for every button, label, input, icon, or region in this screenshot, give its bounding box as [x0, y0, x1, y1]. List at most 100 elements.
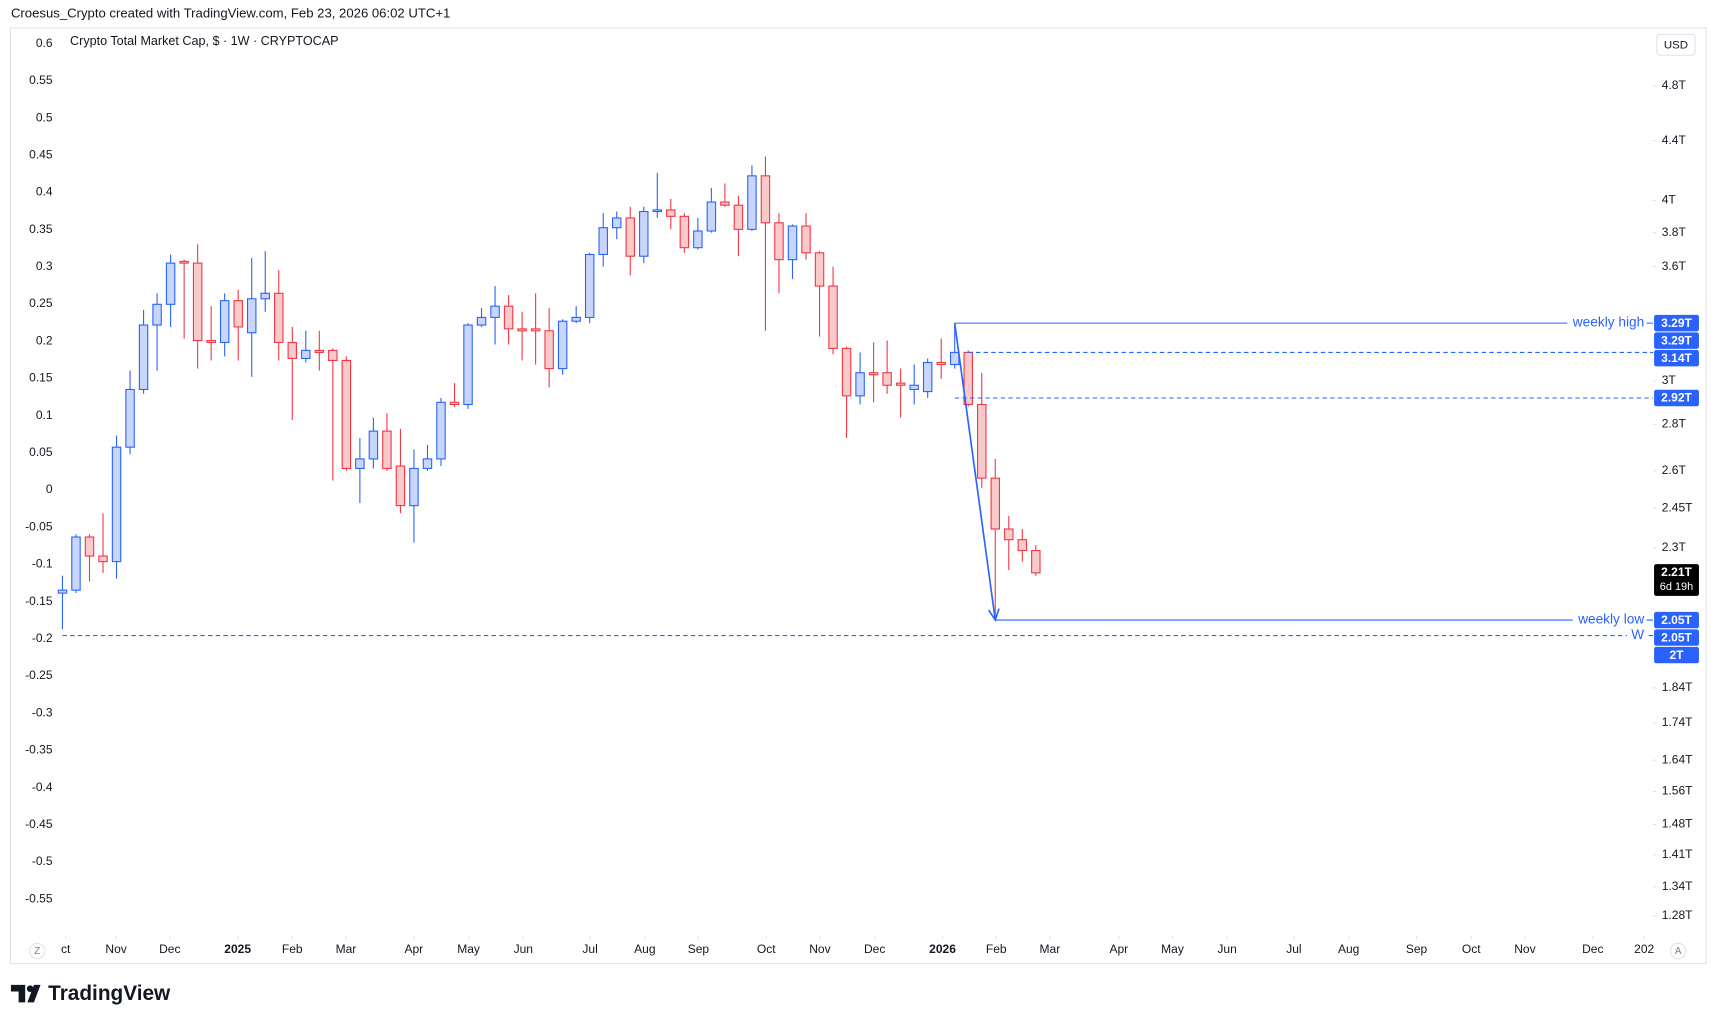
candle-body — [476, 316, 487, 326]
y-tick-label: 3.8T — [1662, 225, 1687, 239]
y-tick-label: 3T — [1662, 373, 1677, 387]
candle-body — [98, 555, 108, 563]
candle-body — [977, 403, 987, 479]
x-tick-label: Apr — [1109, 942, 1128, 956]
y-tick-label: 1.41T — [1662, 847, 1693, 861]
candle-body — [436, 401, 446, 460]
x-tick-label: Sep — [688, 942, 710, 956]
price-badge — [1654, 349, 1699, 367]
candle-body — [598, 227, 608, 256]
y2-tick-label: 0.25 — [29, 296, 53, 310]
candle-body — [584, 253, 595, 318]
candle-body — [287, 341, 298, 359]
y2-tick-label: -0.5 — [32, 854, 53, 868]
candle-body — [125, 388, 135, 448]
candle-body — [1031, 550, 1041, 574]
y2-tick-label: 0.1 — [36, 408, 53, 422]
y-tick-label: 3.6T — [1662, 259, 1687, 273]
y2-tick-label: -0.45 — [25, 817, 53, 831]
price-badge — [1654, 389, 1699, 407]
price-badge — [1654, 611, 1699, 629]
chart-frame — [9, 27, 1707, 965]
price-line-label: weekly high — [1572, 315, 1644, 330]
candle-body — [801, 225, 811, 254]
logo-shape — [26, 985, 34, 993]
y2-tick-label: 0.6 — [36, 36, 53, 50]
candle-body — [652, 209, 663, 213]
candle-body — [828, 285, 838, 349]
price-badge — [1654, 646, 1699, 664]
last-price-badge — [1654, 564, 1699, 596]
scale-button-label[interactable]: Z — [34, 946, 40, 957]
x-tick-label: Jul — [1286, 942, 1301, 956]
candle-body — [192, 262, 203, 342]
y-tick-label: 1.28T — [1662, 908, 1693, 922]
scale-button-label[interactable]: A — [1675, 946, 1682, 957]
currency-button[interactable] — [1656, 33, 1696, 56]
candle-body — [571, 316, 581, 322]
candle-body — [328, 349, 338, 362]
x-tick-label: 2026 — [929, 942, 956, 956]
price-badge-label: 2.92T — [1661, 391, 1692, 405]
candle-body — [260, 292, 270, 300]
y2-tick-label: -0.4 — [32, 780, 53, 794]
candle-body — [355, 458, 365, 470]
candle-body — [625, 217, 635, 257]
scale-button[interactable] — [1669, 942, 1687, 960]
candle-body — [409, 467, 419, 507]
candle-body — [422, 458, 433, 470]
y-tick-label: 4T — [1662, 193, 1677, 207]
candle-body — [679, 215, 690, 249]
candle-body — [138, 324, 149, 391]
x-tick-label: Nov — [1514, 942, 1535, 956]
candle-body — [936, 361, 946, 366]
y2-tick-label: 0.05 — [29, 445, 53, 459]
currency-label[interactable]: USD — [1664, 39, 1688, 51]
y2-tick-label: -0.15 — [25, 594, 53, 608]
candle-body — [179, 260, 189, 264]
y-tick-label: 1.84T — [1662, 680, 1693, 694]
x-tick-label: Dec — [864, 942, 885, 956]
x-tick-label: Mar — [336, 942, 357, 956]
price-badge-label: 2T — [1670, 648, 1685, 662]
countdown: 6d 19h — [1660, 581, 1693, 593]
candle-body — [152, 303, 162, 326]
candle-body — [395, 465, 406, 507]
x-tick-label: 2025 — [224, 942, 251, 956]
y2-tick-label: 0.55 — [29, 73, 53, 87]
price-badge-label: 3.14T — [1661, 351, 1692, 365]
y2-tick-label: 0.45 — [29, 147, 53, 161]
price-badge — [1654, 629, 1699, 646]
candle-body — [517, 328, 527, 332]
candle-body — [841, 347, 852, 397]
candle-body — [760, 175, 771, 224]
trend-arrow — [953, 323, 997, 621]
candle-body — [503, 305, 514, 330]
price-badge-label: 2.05T — [1661, 630, 1692, 644]
candle-body — [1004, 528, 1014, 541]
y2-tick-label: -0.3 — [32, 705, 53, 719]
candle-body — [557, 320, 568, 370]
y2-tick-label: 0.4 — [36, 185, 53, 199]
brand-logo — [10, 984, 41, 1003]
scale-button[interactable] — [29, 942, 46, 960]
candle-body — [990, 477, 1001, 530]
y-tick-label: 1.48T — [1662, 817, 1693, 831]
y-tick-label: 1.34T — [1662, 879, 1693, 893]
x-tick-label: Apr — [404, 942, 423, 956]
y-tick-label: 2.8T — [1662, 417, 1687, 431]
candle-body — [341, 359, 352, 470]
last-price-label: 2.21T — [1661, 565, 1692, 579]
candle-body — [463, 324, 473, 406]
logo-shape — [10, 984, 26, 1003]
price-badge-label: 3.29T — [1661, 316, 1692, 330]
y2-tick-label: 0.15 — [29, 371, 53, 385]
candle-body — [246, 298, 257, 334]
y2-tick-label: 0.5 — [36, 110, 53, 124]
candle-body — [909, 384, 919, 391]
x-tick-label: Oct — [757, 942, 776, 956]
price-badge-label: 2.05T — [1661, 613, 1692, 627]
candle-body — [693, 230, 703, 249]
candle-body — [855, 372, 865, 397]
